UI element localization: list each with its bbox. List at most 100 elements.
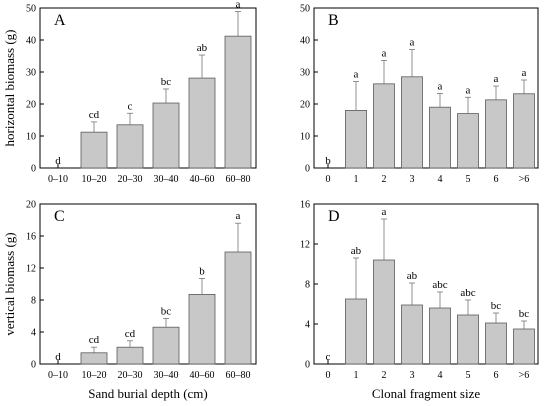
x-tick-label: 5: [466, 370, 471, 381]
y-tick-label: 4: [305, 320, 310, 331]
significance-letter: bc: [519, 308, 530, 320]
y-tick-label: 0: [31, 164, 36, 175]
significance-letter: a: [236, 0, 241, 11]
y-tick-label: 50: [26, 4, 36, 15]
panel-label: D: [328, 208, 340, 225]
significance-letter: cd: [89, 334, 100, 346]
bar: [485, 322, 507, 365]
significance-letter: a: [354, 69, 359, 81]
y-tick-label: 8: [31, 296, 36, 307]
y-tick-label: 8: [305, 280, 310, 291]
x-tick-label: 3: [410, 370, 415, 381]
significance-letter: a: [382, 47, 387, 59]
x-tick-label: 5: [466, 174, 471, 185]
x-tick-label: >6: [519, 370, 530, 381]
bar: [373, 83, 395, 169]
significance-letter: b: [325, 155, 331, 167]
y-tick-label: 0: [31, 360, 36, 371]
significance-letter: a: [466, 84, 471, 96]
x-tick-label: 3: [410, 174, 415, 185]
y-tick-label: 10: [26, 132, 36, 143]
significance-letter: b: [199, 265, 205, 277]
significance-letter: d: [55, 155, 61, 167]
bar: [188, 77, 216, 169]
significance-letter: ab: [197, 42, 208, 54]
y-tick-label: 16: [26, 232, 36, 243]
significance-letter: a: [236, 210, 241, 222]
x-tick-label: 20–30: [118, 370, 143, 381]
plot-frame: [39, 7, 257, 169]
bar: [345, 110, 367, 169]
y-tick-label: 40: [300, 36, 310, 47]
x-tick-label: 0: [326, 370, 331, 381]
bar: [401, 76, 423, 169]
significance-letter: bc: [161, 305, 172, 317]
significance-letter: cd: [125, 328, 136, 340]
y-tick-label: 0: [305, 164, 310, 175]
panel-a: 0 10 20 30 40 50 0–10 d 10–20 cd 20–30 c 30–40 bc 40–6…: [2, 0, 257, 185]
x-tick-label: 10–20: [82, 174, 107, 185]
bar: [457, 314, 479, 365]
bar: [401, 304, 423, 365]
y-axis-title: vertical biomass (g): [2, 232, 17, 335]
y-tick-label: 12: [300, 240, 310, 251]
x-tick-label: 1: [354, 370, 359, 381]
y-tick-label: 0: [305, 360, 310, 371]
x-tick-label: 60–80: [226, 370, 251, 381]
y-tick-label: 20: [26, 100, 36, 111]
x-tick-label: 2: [382, 370, 387, 381]
significance-letter: a: [410, 37, 415, 49]
x-tick-label: 4: [438, 370, 443, 381]
y-tick-label: 30: [300, 68, 310, 79]
x-tick-label: 1: [354, 174, 359, 185]
significance-letter: a: [438, 80, 443, 92]
x-tick-label: 0: [326, 174, 331, 185]
bar: [345, 298, 367, 365]
bar: [152, 326, 180, 365]
y-tick-label: 16: [300, 200, 310, 211]
panel-b: 0 10 20 30 40 50 0 b 1 a 2 a 3 a 4 a 5 a 6 a >6 a B: [300, 4, 539, 185]
bar: [457, 113, 479, 169]
y-tick-label: 10: [300, 132, 310, 143]
bar: [116, 124, 144, 169]
significance-letter: bc: [491, 300, 502, 312]
y-tick-label: 12: [26, 264, 36, 275]
bar: [513, 93, 535, 169]
bar: [373, 259, 395, 365]
significance-letter: c: [326, 351, 331, 363]
x-axis-title: Sand burial depth (cm): [88, 386, 208, 401]
panel-label: A: [54, 12, 66, 29]
significance-letter: a: [494, 73, 499, 85]
plot-frame: [313, 7, 539, 169]
bar: [429, 106, 451, 169]
x-tick-label: 30–40: [154, 370, 179, 381]
significance-letter: ab: [407, 270, 418, 282]
x-axis-title: Clonal fragment size: [372, 386, 481, 401]
significance-letter: abc: [460, 287, 475, 299]
significance-letter: d: [55, 351, 61, 363]
bar: [224, 35, 252, 169]
significance-letter: c: [128, 100, 133, 112]
bar: [80, 131, 108, 169]
x-tick-label: 0–10: [48, 174, 68, 185]
bar: [513, 328, 535, 365]
y-tick-label: 20: [26, 200, 36, 211]
y-tick-label: 20: [300, 100, 310, 111]
x-tick-label: 2: [382, 174, 387, 185]
x-tick-label: 10–20: [82, 370, 107, 381]
x-tick-label: 4: [438, 174, 443, 185]
bar: [188, 293, 216, 365]
bar: [429, 307, 451, 365]
x-tick-label: 30–40: [154, 174, 179, 185]
x-tick-label: 0–10: [48, 370, 68, 381]
y-tick-label: 30: [26, 68, 36, 79]
bar: [224, 251, 252, 365]
bar: [485, 99, 507, 169]
y-tick-label: 4: [31, 328, 36, 339]
significance-letter: ab: [351, 245, 362, 257]
panel-c: 0 4 8 12 16 20 0–10 d 10–20 cd 20–30 cd 30–40 bc 40–60…: [2, 200, 257, 401]
bar: [152, 102, 180, 169]
significance-letter: a: [382, 206, 387, 218]
x-tick-label: 6: [494, 174, 499, 185]
